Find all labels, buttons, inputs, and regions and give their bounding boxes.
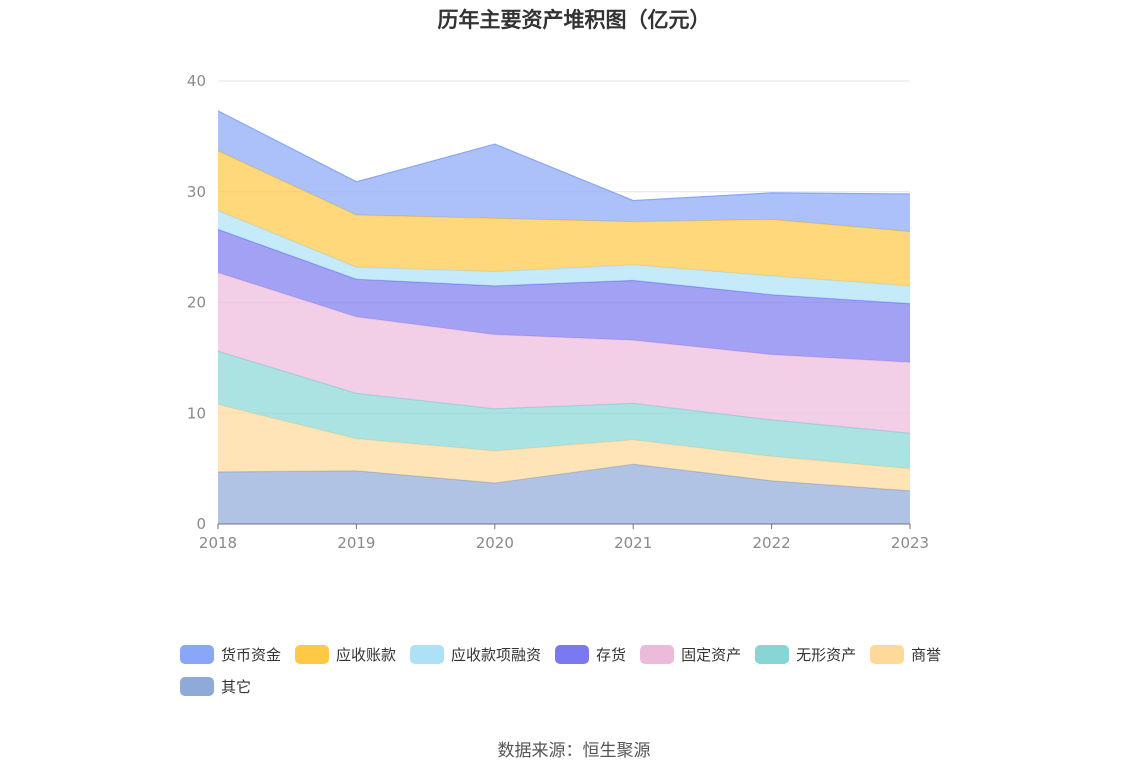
area-series-7-edge	[217, 110, 911, 202]
legend-label: 商誉	[911, 645, 942, 664]
area-series-5	[218, 210, 910, 304]
legend-swatch	[555, 644, 590, 664]
legend-item[interactable]: 应收款项融资	[410, 638, 541, 670]
area-series-1	[218, 404, 910, 491]
area-series-0	[218, 464, 910, 524]
legend-item[interactable]: 商誉	[870, 638, 941, 670]
area-series-4	[218, 229, 910, 363]
legend-swatch	[640, 644, 675, 664]
legend-label: 货币资金	[221, 645, 282, 664]
x-tick-label: 2018	[199, 534, 237, 552]
x-tick-label: 2022	[753, 534, 791, 552]
legend-item[interactable]: 其它	[180, 670, 251, 702]
chart-title: 历年主要资产堆积图（亿元）	[437, 8, 711, 32]
legend-item[interactable]: 存货	[555, 638, 626, 670]
legend-label: 应收款项融资	[451, 645, 542, 664]
y-tick-label: 40	[187, 72, 206, 90]
legend-item[interactable]: 无形资产	[755, 638, 856, 670]
y-tick-label: 30	[187, 183, 206, 201]
legend-item[interactable]: 货币资金	[180, 638, 281, 670]
legend-swatch	[180, 644, 214, 664]
legend-swatch	[180, 676, 214, 696]
area-series-3	[218, 272, 910, 434]
x-tick-label: 2023	[891, 534, 929, 552]
legend-label: 应收账款	[336, 645, 397, 664]
data-source: 数据来源：恒生聚源	[497, 741, 651, 761]
y-tick-label: 20	[187, 294, 206, 312]
x-tick-label: 2021	[614, 534, 652, 552]
legend: 货币资金 应收账款 应收款项融资 存货 固定资产 无形资产 商誉其它	[180, 638, 980, 702]
x-tick-label: 2020	[476, 534, 514, 552]
legend-swatch	[870, 644, 905, 664]
y-tick-label: 0	[196, 515, 206, 533]
legend-item[interactable]: 固定资产	[640, 638, 741, 670]
legend-swatch	[410, 644, 445, 664]
legend-swatch	[755, 644, 790, 664]
x-tick-label: 2019	[337, 534, 375, 552]
legend-item[interactable]: 应收账款	[295, 638, 396, 670]
stacked-area-chart: 0 10 20 30 40 2018 2019 2020 2021 2022 2023	[187, 72, 929, 552]
legend-label: 固定资产	[681, 645, 742, 664]
axes: 0 10 20 30 40 2018 2019 2020 2021 2022 2023	[187, 72, 929, 552]
area-layer	[217, 110, 911, 524]
legend-label: 其它	[221, 677, 252, 696]
y-tick-label: 10	[187, 404, 206, 422]
legend-label: 存货	[596, 645, 627, 664]
legend-swatch	[295, 644, 330, 664]
legend-label: 无形资产	[796, 645, 857, 664]
area-series-6	[218, 150, 910, 286]
area-series-2	[218, 351, 910, 469]
area-series-7	[218, 110, 910, 232]
